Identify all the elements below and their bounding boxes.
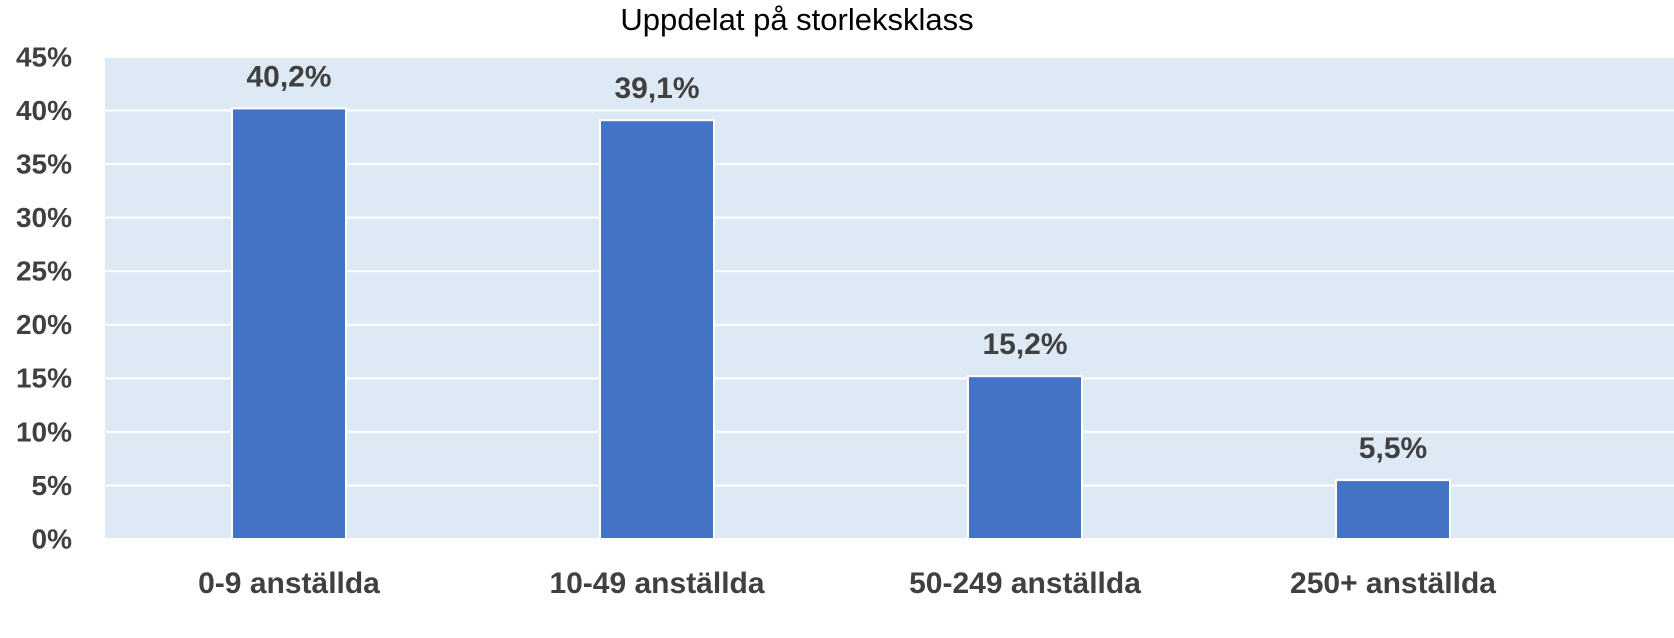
y-tick-label: 25% — [16, 256, 72, 287]
bar — [231, 107, 347, 540]
x-tick-label: 10-49 anställda — [549, 567, 764, 600]
bar — [1335, 479, 1451, 541]
y-tick-label: 30% — [16, 202, 72, 233]
y-tick-label: 45% — [16, 41, 72, 72]
y-tick-label: 15% — [16, 363, 72, 394]
chart-title: Uppdelat på storleksklass — [620, 2, 973, 37]
data-label: 40,2% — [246, 60, 331, 93]
bar — [967, 375, 1083, 540]
y-tick-label: 35% — [16, 149, 72, 180]
plot-background — [105, 57, 1674, 539]
y-tick-label: 10% — [16, 416, 72, 447]
y-tick-label: 40% — [16, 95, 72, 126]
data-label: 5,5% — [1359, 432, 1427, 465]
x-tick-label: 0-9 anställda — [198, 567, 380, 600]
data-label: 39,1% — [614, 72, 699, 105]
x-tick-label: 250+ anställda — [1290, 567, 1496, 600]
x-tick-label: 50-249 anställda — [909, 567, 1141, 600]
y-tick-label: 20% — [16, 309, 72, 340]
y-tick-label: 5% — [32, 470, 73, 501]
data-label: 15,2% — [982, 328, 1067, 361]
bar — [599, 119, 715, 540]
y-tick-label: 0% — [32, 523, 73, 554]
